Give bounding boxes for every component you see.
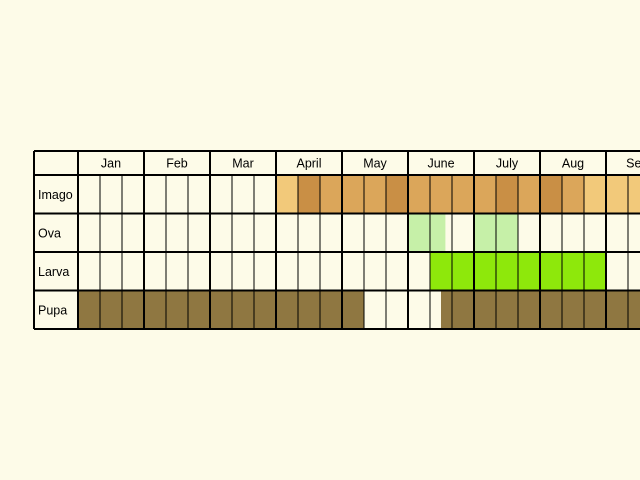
- span-ova-0: [408, 213, 446, 252]
- span-imago-2: [320, 175, 342, 214]
- month-label: Mar: [232, 157, 254, 171]
- month-label: July: [496, 157, 519, 171]
- span-imago-3: [342, 175, 364, 214]
- month-label: April: [296, 157, 321, 171]
- row-label-ova: Ova: [38, 226, 61, 240]
- span-pupa-0: [78, 290, 364, 329]
- month-label: Feb: [166, 157, 188, 171]
- span-imago-4: [364, 175, 386, 214]
- grid: [33, 150, 640, 330]
- span-imago-8: [452, 175, 474, 214]
- row-label-pupa: Pupa: [38, 303, 67, 317]
- span-imago-7: [430, 175, 452, 214]
- span-imago-14: [584, 175, 606, 214]
- span-imago-1: [298, 175, 320, 214]
- month-label: Sept: [626, 157, 640, 171]
- span-imago-6: [408, 175, 430, 214]
- month-label: June: [427, 157, 454, 171]
- span-imago-5: [386, 175, 408, 214]
- span-imago-15: [606, 175, 628, 214]
- row-label-larva: Larva: [38, 265, 69, 279]
- month-label: Aug: [562, 157, 584, 171]
- span-imago-11: [518, 175, 540, 214]
- span-imago-0: [276, 175, 298, 214]
- span-imago-16: [628, 175, 640, 214]
- span-imago-12: [540, 175, 562, 214]
- span-imago-9: [474, 175, 496, 214]
- span-imago-13: [562, 175, 584, 214]
- span-imago-10: [496, 175, 518, 214]
- labels: JanFebMarAprilMayJuneJulyAugSeptOctNovDe…: [38, 157, 640, 318]
- row-label-imago: Imago: [38, 188, 73, 202]
- month-label: May: [363, 157, 387, 171]
- month-label: Jan: [101, 157, 121, 171]
